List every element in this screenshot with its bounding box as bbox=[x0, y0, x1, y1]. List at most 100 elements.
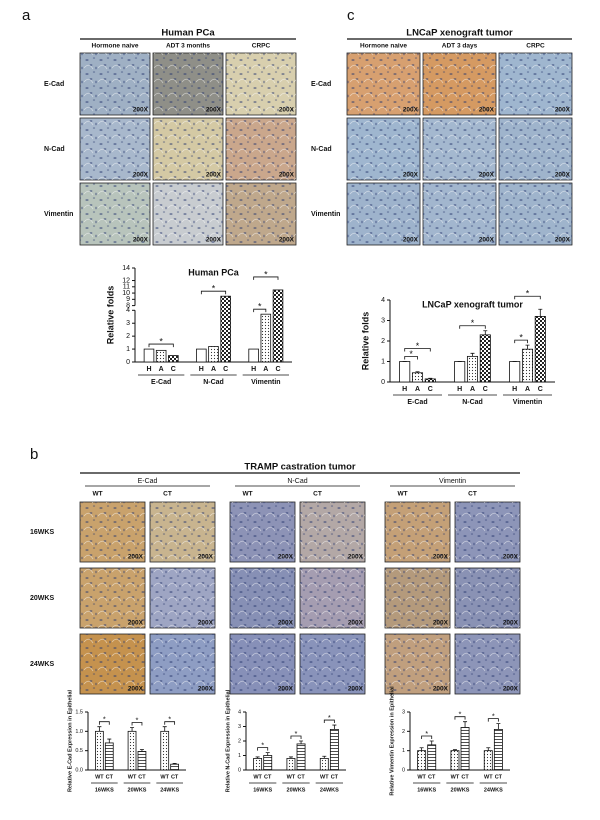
bar bbox=[220, 295, 231, 363]
significance-bracket bbox=[404, 348, 431, 352]
micrograph-texture bbox=[80, 634, 145, 694]
significance-bracket bbox=[257, 747, 269, 751]
y-axis-label: Relative folds bbox=[105, 286, 115, 345]
x-tick-label: A bbox=[263, 366, 268, 373]
significance-bracket bbox=[454, 716, 466, 720]
bar bbox=[137, 751, 147, 771]
row-label: Vimentin bbox=[311, 211, 340, 218]
bar bbox=[127, 730, 137, 771]
x-tick-label: CT bbox=[171, 774, 179, 780]
magnification-label: 200X bbox=[128, 620, 144, 627]
micrograph-texture bbox=[150, 568, 215, 628]
y-tick-label: 2 bbox=[238, 738, 241, 744]
magnification-label: 200X bbox=[348, 686, 364, 693]
significance-bracket bbox=[487, 718, 499, 722]
magnification-label: 200X bbox=[403, 237, 419, 244]
panel-letter: a bbox=[22, 7, 31, 24]
bar bbox=[534, 315, 546, 383]
row-label: E-Cad bbox=[311, 81, 331, 88]
bar bbox=[427, 744, 437, 771]
x-tick-label: WT bbox=[320, 774, 329, 780]
micrograph-texture bbox=[347, 53, 420, 115]
bar bbox=[483, 750, 493, 771]
error-bar bbox=[130, 727, 135, 732]
bar bbox=[286, 758, 296, 771]
x-tick-label: C bbox=[538, 386, 543, 393]
magnification-label: 200X bbox=[198, 554, 214, 561]
significance-label: * bbox=[328, 713, 331, 722]
micrograph-texture bbox=[300, 634, 365, 694]
y-tick-label: 3 bbox=[238, 724, 241, 730]
group-label: E-Cad bbox=[138, 478, 158, 485]
micrograph-texture bbox=[230, 568, 295, 628]
group-label: Vimentin bbox=[251, 379, 280, 386]
significance-bracket bbox=[290, 735, 302, 739]
y-axis-label: Relative N-Cad Expression in Epithelial bbox=[225, 689, 231, 792]
error-bar bbox=[162, 726, 167, 732]
magnification-label: 200X bbox=[128, 686, 144, 693]
x-tick-label: WT bbox=[484, 774, 493, 780]
bar bbox=[450, 750, 460, 771]
group-label: N-Cad bbox=[287, 478, 307, 485]
column-label: ADT 3 months bbox=[166, 43, 210, 50]
column-label: Hormone naive bbox=[92, 43, 139, 50]
panel-letter: c bbox=[347, 7, 355, 24]
error-bar bbox=[419, 747, 424, 751]
significance-bracket bbox=[98, 721, 110, 725]
magnification-label: 200X bbox=[133, 172, 149, 179]
bar bbox=[272, 289, 284, 363]
micrograph-texture bbox=[423, 183, 496, 245]
significance-label: * bbox=[261, 741, 264, 750]
y-tick-label: 2 bbox=[402, 729, 405, 735]
bar bbox=[160, 730, 170, 771]
bar bbox=[493, 729, 503, 771]
x-tick-label: WT bbox=[253, 774, 262, 780]
y-tick-label: 1 bbox=[402, 748, 405, 754]
x-tick-label: CT bbox=[495, 774, 503, 780]
error-bar bbox=[452, 749, 457, 751]
error-bar bbox=[483, 330, 488, 335]
y-tick-label: 0 bbox=[381, 379, 385, 386]
magnification-label: 200X bbox=[503, 620, 519, 627]
row-label: Vimentin bbox=[44, 211, 73, 218]
bar bbox=[170, 763, 179, 771]
group-label: E-Cad bbox=[407, 399, 427, 406]
x-tick-label: WT bbox=[95, 774, 104, 780]
magnification-label: 200X bbox=[433, 554, 449, 561]
y-tick-label: 2 bbox=[381, 338, 385, 345]
micrograph-texture bbox=[80, 568, 145, 628]
group-label: N-Cad bbox=[203, 379, 224, 386]
bar bbox=[521, 348, 534, 383]
bar bbox=[417, 750, 427, 771]
y-tick-label: 3 bbox=[402, 709, 405, 715]
significance-bracket bbox=[164, 721, 176, 725]
micrograph-texture bbox=[455, 502, 520, 562]
error-bar bbox=[428, 377, 433, 379]
x-tick-label: CT bbox=[138, 774, 146, 780]
x-tick-label: H bbox=[146, 366, 151, 373]
group-label: E-Cad bbox=[151, 379, 171, 386]
group-label: 24WKS bbox=[160, 787, 179, 793]
bar bbox=[155, 349, 167, 363]
column-label: CT bbox=[163, 491, 172, 498]
group-label: N-Cad bbox=[462, 399, 483, 406]
magnification-label: 200X bbox=[503, 686, 519, 693]
significance-label: * bbox=[526, 289, 530, 299]
y-tick-label: 4 bbox=[126, 307, 130, 314]
micrograph-texture bbox=[80, 502, 145, 562]
column-label: CRPC bbox=[526, 43, 545, 50]
x-tick-label: A bbox=[525, 386, 530, 393]
x-tick-label: H bbox=[512, 386, 517, 393]
bar bbox=[260, 313, 272, 363]
error-bar bbox=[332, 724, 337, 730]
magnification-label: 200X bbox=[433, 686, 449, 693]
chart-title: LNCaP xenograft tumor bbox=[422, 299, 523, 309]
magnification-label: 200X bbox=[278, 620, 294, 627]
y-axis-label: Relative Vimentin Expression in Epitheli… bbox=[389, 686, 395, 796]
x-tick-label: CT bbox=[461, 774, 469, 780]
significance-label: * bbox=[212, 284, 216, 294]
significance-label: * bbox=[471, 318, 475, 328]
x-tick-label: CT bbox=[106, 774, 114, 780]
significance-bracket bbox=[404, 356, 418, 360]
